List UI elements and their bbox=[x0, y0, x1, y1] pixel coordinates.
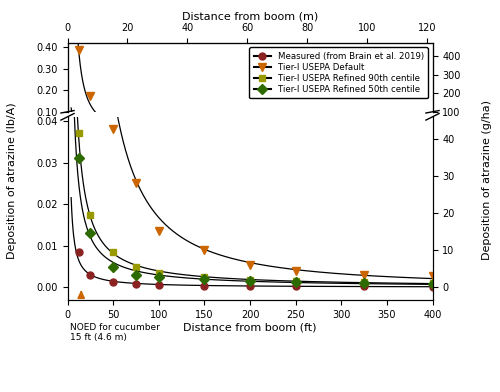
X-axis label: Distance from boom (ft): Distance from boom (ft) bbox=[183, 322, 317, 332]
X-axis label: Distance from boom (m): Distance from boom (m) bbox=[182, 11, 318, 21]
Text: Deposition of atrazine (g/ha): Deposition of atrazine (g/ha) bbox=[482, 100, 492, 260]
Legend: Measured (from Brain et al. 2019), Tier-I USEPA Default, Tier-I USEPA Refined 90: Measured (from Brain et al. 2019), Tier-… bbox=[250, 47, 428, 98]
Text: Deposition of atrazine (lb/A): Deposition of atrazine (lb/A) bbox=[8, 102, 18, 259]
Text: NOED for cucumber
15 ft (4.6 m): NOED for cucumber 15 ft (4.6 m) bbox=[70, 323, 160, 342]
